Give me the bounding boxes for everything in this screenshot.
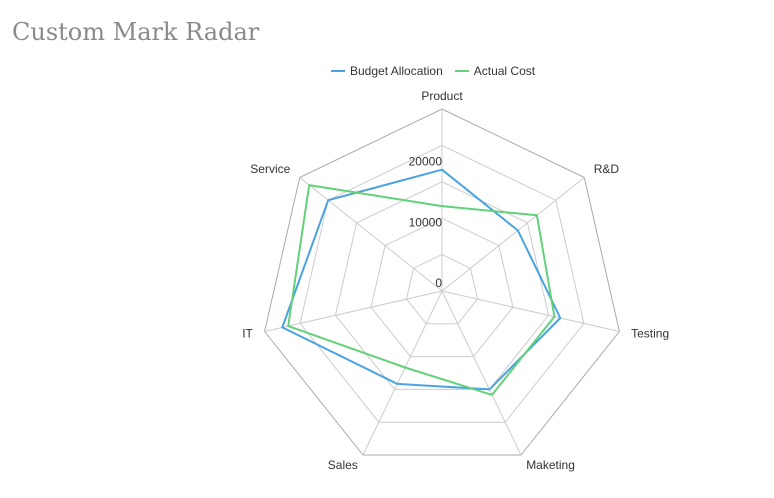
tick-label-2: 20000: [409, 155, 443, 169]
axis-spoke-2: [441, 290, 620, 332]
legend-swatch-budget: [331, 70, 345, 72]
legend-label-budget: Budget Allocation: [350, 64, 443, 78]
axis-label-r-d: R&D: [594, 162, 620, 176]
axis-label-service: Service: [250, 162, 290, 176]
legend-item-actual[interactable]: Actual Cost: [454, 64, 536, 78]
tick-label-1: 10000: [409, 215, 443, 229]
chart-title: Custom Mark Radar: [12, 18, 260, 46]
axis-label-it: IT: [242, 326, 253, 340]
series-line-actual-cost: [287, 184, 556, 396]
tick-label-0: 0: [435, 276, 442, 290]
grid-ring-3: [334, 181, 550, 390]
grid-ring-5: [264, 108, 620, 456]
axis-spoke-6: [299, 177, 443, 292]
axis-label-sales: Sales: [328, 458, 358, 472]
axis-label-product: Product: [421, 89, 463, 103]
legend-swatch-actual: [454, 70, 469, 72]
legend-item-budget[interactable]: Budget Allocation: [331, 64, 443, 78]
axis-spoke-3: [441, 290, 522, 456]
axis-spoke-1: [441, 177, 585, 292]
axis-label-testing: Testing: [631, 326, 669, 340]
axis-label-maketing: Maketing: [526, 458, 575, 472]
grid-ring-1: [405, 254, 479, 325]
axis-spoke-5: [264, 290, 443, 332]
grid-ring-4: [299, 144, 585, 423]
legend-label-actual: Actual Cost: [473, 64, 536, 78]
axis-spoke-4: [362, 290, 443, 456]
grid-ring-2: [370, 217, 514, 358]
legend: Budget Allocation Actual Cost: [331, 62, 547, 80]
series-line-budget-allocation: [281, 168, 562, 391]
